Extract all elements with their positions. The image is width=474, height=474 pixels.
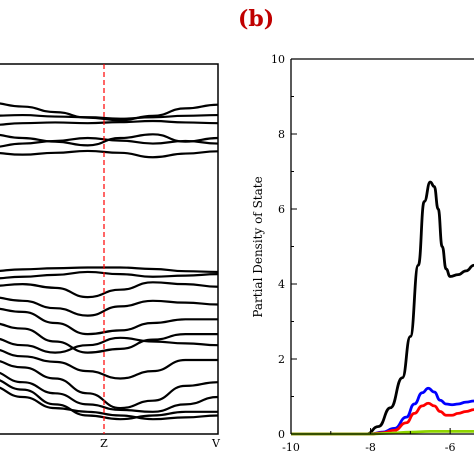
band-line xyxy=(0,296,219,317)
band-line xyxy=(0,336,219,354)
pdos-xtick-label: -10 xyxy=(282,441,300,454)
pdos-line xyxy=(291,401,474,436)
pdos-ytick-label: 8 xyxy=(278,128,285,141)
pdos-line xyxy=(291,180,474,436)
pdos-ytick-label: 10 xyxy=(271,53,285,66)
band-line xyxy=(0,349,218,380)
pdos-ylabel: Partial Density of State xyxy=(251,176,265,317)
pdos-xtick-label: -6 xyxy=(445,441,456,454)
band-line xyxy=(0,322,218,354)
pdos-xtick-label: -8 xyxy=(365,441,376,454)
band-line xyxy=(0,266,219,274)
band-line xyxy=(0,281,219,299)
pdos-panel: 0 2 4 6 8 10 -10 -8 -6 Partial Density of State xyxy=(251,53,474,454)
band-line xyxy=(0,149,219,159)
pdos-line xyxy=(291,386,474,436)
pdos-ytick-label: 2 xyxy=(278,353,285,366)
band-line xyxy=(0,386,219,421)
panel-label-b: (b) xyxy=(238,6,275,32)
band-line xyxy=(0,371,219,413)
pdos-ytick-label: 4 xyxy=(278,278,285,291)
pdos-ytick-label: 6 xyxy=(278,203,285,216)
kpoint-label: V xyxy=(211,437,221,450)
pdos-ytick-label: 0 xyxy=(278,428,285,441)
kpoint-label: Z xyxy=(100,437,108,450)
band-line xyxy=(0,113,219,120)
band-line xyxy=(0,270,219,280)
band-line xyxy=(0,119,219,126)
